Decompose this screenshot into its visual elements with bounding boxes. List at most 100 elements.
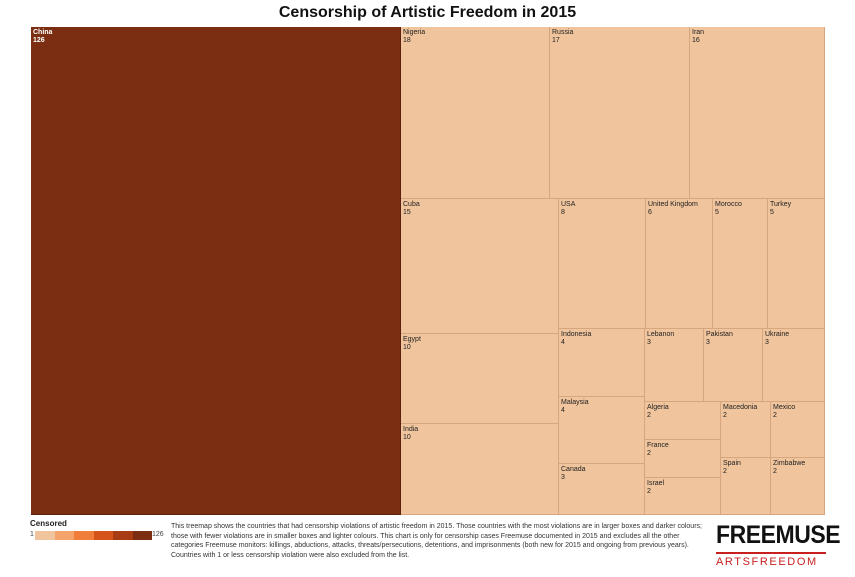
cell-label: Israel 2 [647, 480, 664, 496]
cell-value: 2 [647, 412, 651, 419]
legend: Censored 1 126 [30, 519, 165, 549]
legend-max-label: 126 [152, 531, 164, 538]
treemap-cell-macedonia: Macedonia 2 [721, 402, 771, 458]
treemap-cell-cuba: Cuba 15 [401, 199, 559, 334]
cell-label: India 10 [403, 426, 418, 442]
cell-label: Zimbabwe 2 [773, 460, 805, 476]
cell-label: Mexico 2 [773, 404, 795, 420]
cell-country-name: Russia [552, 29, 574, 36]
cell-value: 2 [723, 468, 727, 475]
treemap-cell-ukraine: Ukraine 3 [763, 329, 825, 402]
cell-label: Egypt 10 [403, 336, 421, 352]
cell-label: France 2 [647, 442, 669, 458]
freemuse-logo: FREEMUSE ARTSFREEDOM [716, 521, 841, 569]
legend-color-scale [35, 531, 152, 540]
cell-value: 2 [773, 468, 777, 475]
cell-country-name: Ukraine [765, 331, 790, 338]
treemap-cell-united-kingdom: United Kingdom 6 [646, 199, 713, 329]
cell-value: 2 [723, 412, 727, 419]
treemap: China 126 Nigeria 18 Russia 17 Iran 16 Cuba 15 Egy… [31, 27, 825, 515]
legend-title: Censored [30, 519, 67, 528]
treemap-cell-zimbabwe: Zimbabwe 2 [771, 458, 825, 515]
cell-value: 5 [715, 209, 719, 216]
cell-label: Nigeria 18 [403, 29, 425, 45]
cell-country-name: Zimbabwe [773, 460, 806, 467]
cell-country-name: USA [561, 201, 576, 208]
chart-title: Censorship of Artistic Freedom in 2015 [278, 4, 577, 21]
treemap-cell-malaysia: Malaysia 4 [559, 397, 645, 464]
cell-country-name: France [647, 442, 669, 449]
cell-value: 10 [403, 434, 411, 441]
cell-country-name: Pakistan [706, 331, 733, 338]
cell-country-name: Egypt [403, 336, 421, 343]
legend-swatch [54, 531, 74, 540]
cell-label: Macedonia 2 [723, 404, 757, 420]
treemap-cell-egypt: Egypt 10 [401, 334, 559, 424]
cell-label: Ukraine 3 [765, 331, 789, 347]
cell-country-name: Morocco [715, 201, 742, 208]
legend-swatch [74, 531, 94, 540]
cell-label: Turkey 5 [770, 201, 791, 217]
cell-country-name: United Kingdom [648, 201, 698, 208]
treemap-cell-pakistan: Pakistan 3 [704, 329, 763, 402]
cell-value: 5 [770, 209, 774, 216]
treemap-cell-lebanon: Lebanon 3 [645, 329, 704, 402]
cell-label: Pakistan 3 [706, 331, 733, 347]
cell-value: 3 [561, 474, 565, 481]
cell-value: 2 [647, 488, 651, 495]
treemap-cell-russia: Russia 17 [550, 27, 690, 199]
cell-country-name: Indonesia [561, 331, 592, 338]
treemap-cell-iran: Iran 16 [690, 27, 825, 199]
cell-value: 2 [647, 450, 651, 457]
treemap-cell-spain: Spain 2 [721, 458, 771, 515]
cell-value: 126 [33, 37, 45, 44]
cell-value: 15 [403, 209, 411, 216]
cell-value: 4 [561, 339, 565, 346]
cell-value: 16 [692, 37, 700, 44]
treemap-cell-israel: Israel 2 [645, 478, 721, 515]
cell-value: 18 [403, 37, 411, 44]
treemap-cell-usa: USA 8 [559, 199, 646, 329]
brand-name: FREEMUSE [716, 521, 841, 549]
treemap-cell-turkey: Turkey 5 [768, 199, 825, 329]
treemap-cell-indonesia: Indonesia 4 [559, 329, 645, 397]
cell-value: 3 [706, 339, 710, 346]
cell-label: Malaysia 4 [561, 399, 589, 415]
cell-value: 10 [403, 344, 411, 351]
treemap-cell-algeria: Algeria 2 [645, 402, 721, 440]
cell-country-name: Mexico [773, 404, 796, 411]
cell-label: Spain 2 [723, 460, 741, 476]
cell-country-name: Iran [692, 29, 705, 36]
chart-description: This treemap shows the countries that ha… [171, 523, 702, 559]
cell-label: Lebanon 3 [647, 331, 674, 347]
legend-swatch [113, 531, 133, 540]
legend-swatch [93, 531, 113, 540]
legend-swatch [35, 531, 55, 540]
cell-value: 17 [552, 37, 560, 44]
treemap-cell-china: China 126 [31, 27, 401, 515]
treemap-cell-india: India 10 [401, 424, 559, 515]
treemap-cell-nigeria: Nigeria 18 [401, 27, 550, 199]
cell-country-name: Canada [561, 466, 586, 473]
cell-label: Algeria 2 [647, 404, 669, 420]
cell-value: 4 [561, 407, 565, 414]
cell-value: 3 [647, 339, 651, 346]
cell-country-name: Malaysia [561, 399, 589, 406]
cell-label: Canada 3 [561, 466, 586, 482]
cell-value: 3 [765, 339, 769, 346]
cell-label: Russia 17 [552, 29, 573, 45]
cell-label: China 126 [33, 29, 52, 45]
cell-country-name: India [403, 426, 419, 433]
brand-tagline: ARTSFREEDOM [716, 556, 818, 568]
cell-country-name: Lebanon [647, 331, 675, 338]
cell-label: Indonesia 4 [561, 331, 591, 347]
cell-country-name: China [33, 29, 53, 36]
treemap-cell-mexico: Mexico 2 [771, 402, 825, 458]
cell-country-name: Macedonia [723, 404, 758, 411]
brand-divider [716, 552, 826, 554]
cell-country-name: Cuba [403, 201, 420, 208]
cell-label: Morocco 5 [715, 201, 742, 217]
cell-value: 8 [561, 209, 565, 216]
legend-swatch [132, 531, 152, 540]
legend-min-label: 1 [30, 531, 34, 538]
